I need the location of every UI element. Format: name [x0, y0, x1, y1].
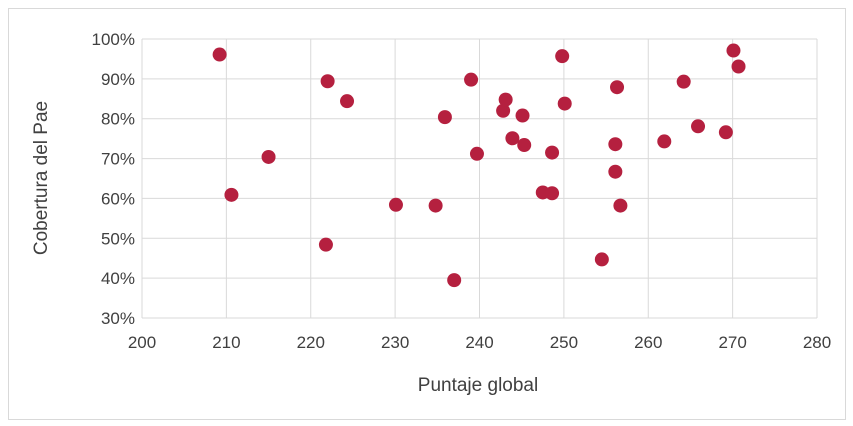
x-tick-label: 280	[803, 333, 831, 352]
x-tick-label: 220	[297, 333, 325, 352]
data-point-20	[545, 145, 560, 160]
data-point-33	[731, 59, 746, 74]
data-point-24	[608, 137, 623, 152]
y-tick-label: 40%	[101, 269, 135, 288]
data-points	[212, 43, 746, 288]
data-point-4	[318, 237, 333, 252]
y-tick-label: 90%	[101, 70, 135, 89]
y-tick-label: 100%	[92, 30, 135, 49]
data-point-17	[517, 138, 532, 153]
y-tick-label: 50%	[101, 229, 135, 248]
x-axis-title: Puntaje global	[418, 375, 538, 396]
data-point-19	[545, 186, 560, 201]
data-point-26	[610, 80, 625, 95]
data-point-30	[691, 119, 706, 134]
data-point-3	[261, 149, 276, 164]
data-point-23	[594, 252, 609, 267]
y-tick-label: 30%	[101, 309, 135, 328]
data-point-12	[469, 146, 484, 161]
y-tick-label: 80%	[101, 110, 135, 129]
data-point-11	[464, 72, 479, 87]
data-point-15	[505, 131, 520, 146]
y-axis-tick-labels: 30% 40% 50% 60% 70% 80% 90% 100%	[92, 30, 135, 328]
data-point-29	[676, 74, 691, 89]
chart-area	[8, 8, 846, 420]
data-point-32	[726, 43, 741, 58]
x-tick-label: 210	[212, 333, 240, 352]
gridlines	[141, 38, 818, 319]
data-point-10	[447, 273, 462, 288]
data-point-16	[515, 108, 530, 123]
data-point-1	[212, 47, 227, 62]
x-tick-label: 200	[128, 333, 156, 352]
x-tick-label: 240	[465, 333, 493, 352]
data-point-9	[437, 110, 452, 125]
y-tick-label: 70%	[101, 150, 135, 169]
x-tick-label: 270	[718, 333, 746, 352]
data-point-28	[657, 134, 672, 149]
data-point-8	[428, 198, 443, 213]
data-point-25	[608, 164, 623, 179]
data-point-27	[613, 198, 628, 213]
data-point-7	[388, 197, 403, 212]
y-tick-label: 60%	[101, 189, 135, 208]
data-point-31	[718, 125, 733, 140]
data-point-6	[340, 94, 355, 109]
data-point-22	[557, 96, 572, 111]
x-tick-label: 230	[381, 333, 409, 352]
data-point-21	[555, 49, 570, 64]
x-tick-label: 250	[550, 333, 578, 352]
data-point-2	[224, 187, 239, 202]
x-axis-tick-labels: 200 210 220 230 240 250 260 270 280	[128, 333, 831, 352]
data-point-5	[320, 74, 335, 89]
y-axis-title: Cobertura del Pae	[31, 101, 52, 255]
data-point-14	[498, 92, 513, 107]
x-tick-label: 260	[634, 333, 662, 352]
data-point-13	[496, 103, 511, 118]
